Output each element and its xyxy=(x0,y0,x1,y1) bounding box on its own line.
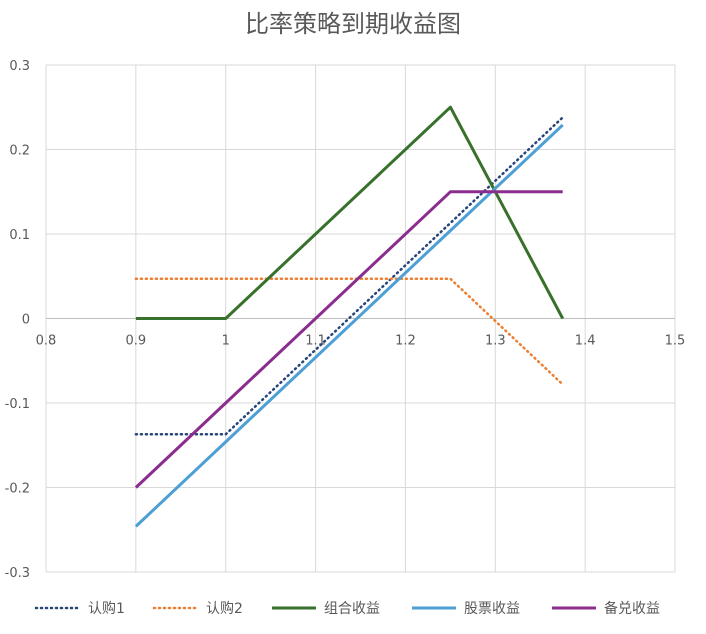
series-lines xyxy=(134,105,565,528)
y-tick-label: 0.1 xyxy=(9,228,30,243)
axis-labels: 0.8 0.9 1 1.1 1.2 1.3 1.4 1.5 -0.3 -0.2 -0.1 0 0.1 0.… xyxy=(5,59,686,581)
legend-label: 组合收益 xyxy=(324,601,380,617)
series-line-3 xyxy=(135,105,565,320)
legend-label: 认购1 xyxy=(88,601,125,617)
series-line-4 xyxy=(134,123,564,528)
x-tick-label: 1.1 xyxy=(305,334,326,349)
x-tick-label: 0.8 xyxy=(36,334,57,349)
legend-item-2: 认购2 xyxy=(152,601,243,617)
legend: 认购1 认购2 组合收益 股票收益 备兑收益 xyxy=(34,600,660,617)
legend-label: 认购2 xyxy=(206,601,243,617)
x-tick-label: 1.3 xyxy=(485,334,506,349)
x-tick-label: 0.9 xyxy=(126,334,147,349)
y-tick-label: -0.3 xyxy=(5,566,30,581)
x-tick-label: 1.4 xyxy=(575,334,596,349)
legend-label: 备兑收益 xyxy=(604,600,660,617)
chart-title: 比率策略到期收益图 xyxy=(245,10,461,38)
x-tick-label: 1.2 xyxy=(395,334,416,349)
y-tick-label: -0.1 xyxy=(5,397,30,412)
series-line-1 xyxy=(134,116,564,436)
legend-item-5: 备兑收益 xyxy=(552,600,660,617)
x-tick-label: 1.5 xyxy=(665,334,686,349)
x-tick-label: 1 xyxy=(222,334,230,349)
y-tick-label: -0.2 xyxy=(5,482,30,497)
legend-label: 股票收益 xyxy=(464,601,520,617)
series-line-2 xyxy=(134,277,564,386)
y-tick-label: 0.2 xyxy=(9,144,30,159)
y-tick-label: 0.3 xyxy=(9,59,30,74)
series-line-5 xyxy=(134,190,563,489)
legend-item-3: 组合收益 xyxy=(272,601,380,617)
legend-item-1: 认购1 xyxy=(34,601,125,617)
y-tick-label: 0 xyxy=(22,313,30,328)
legend-item-4: 股票收益 xyxy=(412,601,520,617)
